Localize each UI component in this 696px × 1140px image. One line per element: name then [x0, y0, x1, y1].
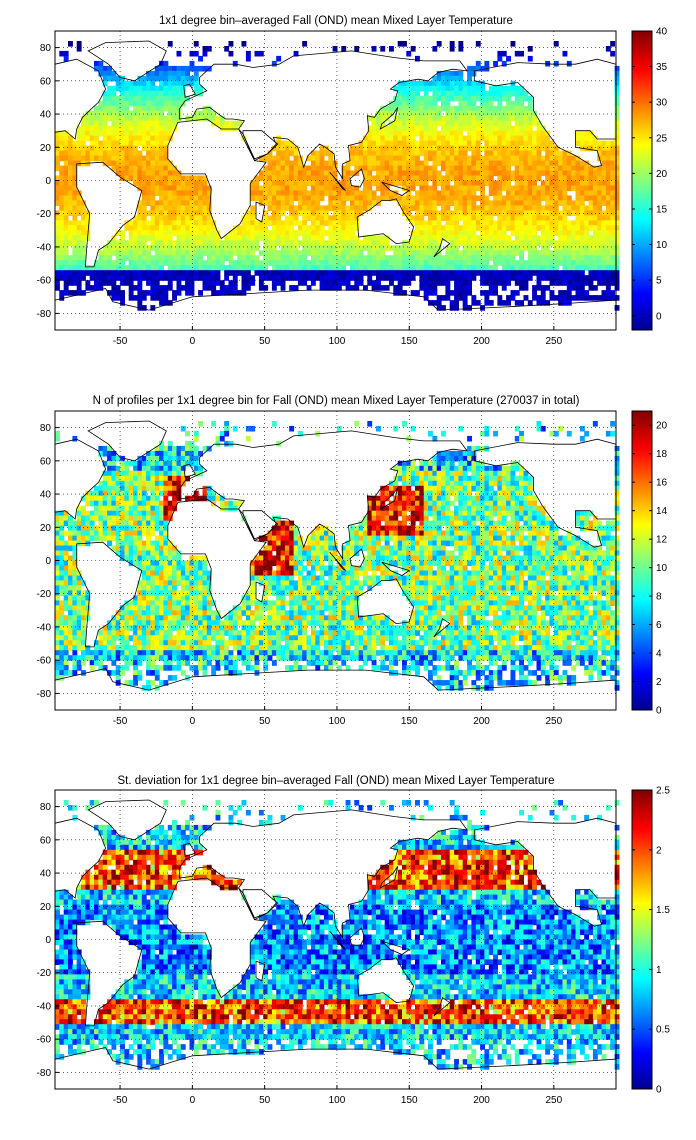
colorbar-tick-label: 1.5: [656, 905, 670, 916]
y-tick-label: 80: [40, 802, 52, 813]
x-tick-label: 50: [259, 716, 271, 727]
colorbar-gradient: [631, 410, 653, 711]
y-tick-label: -60: [37, 276, 52, 287]
x-tick-label: 250: [545, 716, 562, 727]
x-tick-label: -50: [113, 336, 128, 347]
colorbar-tick-label: 16: [656, 478, 668, 489]
colorbar-tick-label: 15: [656, 204, 668, 215]
data-cells: [55, 800, 620, 1070]
panel-title: St. deviation for 1x1 degree bin–average…: [117, 775, 554, 787]
y-tick-label: 20: [40, 143, 52, 154]
panel-title: 1x1 degree bin–averaged Fall (OND) mean …: [159, 15, 513, 27]
colorbar-tick-label: 25: [656, 133, 668, 144]
x-tick-label: 100: [329, 1095, 346, 1106]
colorbar-tick-label: 10: [656, 240, 668, 251]
x-tick-label: 50: [259, 1095, 271, 1106]
x-tick-label: 100: [329, 716, 346, 727]
x-tick-label: 0: [190, 716, 196, 727]
panel-standard-deviation: St. deviation for 1x1 degree bin–average…: [37, 775, 671, 1106]
x-tick-label: 50: [259, 336, 271, 347]
y-tick-label: 0: [45, 935, 51, 946]
y-tick-label: 20: [40, 902, 52, 913]
colorbar-tick-label: 10: [656, 563, 668, 574]
x-tick-label: -50: [113, 716, 128, 727]
colorbar-tick-label: 12: [656, 535, 668, 546]
grid-lines: [55, 411, 616, 710]
panel-profile-count: N of profiles per 1x1 degree bin for Fal…: [37, 395, 668, 727]
colorbar-tick-label: 30: [656, 98, 668, 109]
colorbar-tick-label: 2.5: [656, 786, 670, 797]
colorbar-tick-label: 6: [656, 620, 662, 631]
colorbar-tick-label: 2: [656, 677, 662, 688]
colorbar-tick-label: 20: [656, 421, 668, 432]
panel-temperature: 1x1 degree bin–averaged Fall (OND) mean …: [37, 15, 668, 347]
x-tick-label: 200: [473, 336, 490, 347]
y-tick-label: -60: [37, 1035, 52, 1046]
x-tick-label: 150: [401, 1095, 418, 1106]
x-tick-label: 250: [545, 1095, 562, 1106]
y-tick-label: 0: [45, 556, 51, 567]
colorbar-tick-label: 0.5: [656, 1025, 670, 1036]
x-tick-label: 200: [473, 1095, 490, 1106]
y-tick-label: 20: [40, 523, 52, 534]
x-tick-label: 150: [401, 716, 418, 727]
x-tick-label: 150: [401, 336, 418, 347]
y-tick-label: 80: [40, 423, 52, 434]
colorbar-tick-label: 35: [656, 62, 668, 73]
x-tick-label: -50: [113, 1095, 128, 1106]
y-tick-label: -80: [37, 689, 52, 700]
y-tick-label: -40: [37, 622, 52, 633]
colorbar-tick-label: 0: [656, 1085, 662, 1096]
y-tick-label: 60: [40, 76, 52, 87]
colorbar-tick-label: 18: [656, 449, 668, 460]
y-tick-label: 60: [40, 835, 52, 846]
grid-lines: [55, 31, 616, 330]
y-tick-label: -80: [37, 309, 52, 320]
colorbar-tick-label: 8: [656, 592, 662, 603]
colorbar-gradient: [631, 30, 653, 331]
y-tick-label: 40: [40, 869, 52, 880]
data-cells: [55, 421, 620, 691]
y-tick-label: 40: [40, 490, 52, 501]
colorbar-tick-label: 0: [656, 311, 662, 322]
panel-title: N of profiles per 1x1 degree bin for Fal…: [93, 395, 580, 407]
colorbar-tick-label: 4: [656, 649, 662, 660]
y-tick-label: 80: [40, 43, 52, 54]
colorbar-tick-label: 20: [656, 169, 668, 180]
colorbar-tick-label: 5: [656, 276, 662, 287]
y-tick-label: -80: [37, 1068, 52, 1079]
colorbar: 40 35 30 25 20 15 10 5 0: [631, 27, 668, 331]
x-tick-label: 100: [329, 336, 346, 347]
grid-lines: [55, 790, 616, 1089]
y-tick-label: -60: [37, 656, 52, 667]
x-tick-label: 0: [190, 1095, 196, 1106]
y-tick-label: 60: [40, 456, 52, 467]
x-tick-label: 200: [473, 716, 490, 727]
colorbar-tick-label: 2: [656, 845, 662, 856]
y-tick-label: 0: [45, 176, 51, 187]
y-tick-label: -40: [37, 1001, 52, 1012]
y-tick-label: -20: [37, 209, 52, 220]
y-tick-label: -20: [37, 589, 52, 600]
data-cells: [55, 41, 620, 311]
y-tick-label: 40: [40, 110, 52, 121]
colorbar: 2.5 2 1.5 1 0.5 0: [631, 786, 670, 1096]
x-tick-label: 250: [545, 336, 562, 347]
colorbar-tick-label: 1: [656, 965, 662, 976]
y-tick-label: -40: [37, 242, 52, 253]
colorbar-tick-label: 14: [656, 506, 668, 517]
colorbar-gradient: [631, 789, 653, 1090]
x-tick-label: 0: [190, 336, 196, 347]
y-tick-label: -20: [37, 968, 52, 979]
colorbar-tick-label: 40: [656, 27, 668, 38]
colorbar-tick-label: 0: [656, 706, 662, 717]
